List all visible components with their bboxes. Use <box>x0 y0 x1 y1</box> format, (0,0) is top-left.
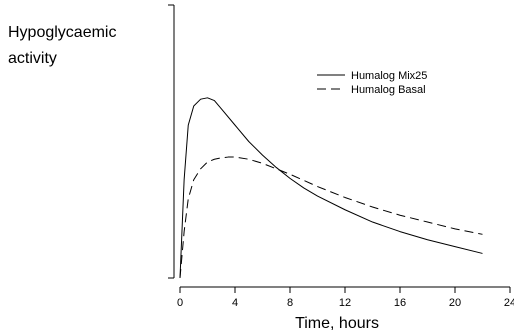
y-axis <box>168 4 175 279</box>
y-axis-label-line-1: Hypoglycaemic <box>8 24 116 41</box>
legend-label-mix25: Humalog Mix25 <box>351 70 427 82</box>
x-axis: 0 4 8 12 16 20 24 <box>177 286 514 309</box>
y-axis-label-line-2: activity <box>8 50 57 67</box>
x-tick-label: 0 <box>177 297 183 309</box>
y-axis-label: Hypoglycaemic activity <box>8 24 116 67</box>
x-tick-label: 16 <box>394 297 406 309</box>
x-tick-label: 8 <box>287 297 293 309</box>
x-tick-label: 12 <box>339 297 351 309</box>
series-line-basal <box>179 156 483 279</box>
legend-label-basal: Humalog Basal <box>351 84 426 96</box>
x-tick-label: 24 <box>504 297 514 309</box>
x-tick-label: 4 <box>232 297 238 309</box>
x-tick-label: 20 <box>449 297 461 309</box>
legend: Humalog Mix25 Humalog Basal <box>317 70 427 96</box>
series-line-mix25 <box>179 97 483 279</box>
x-axis-label: Time, hours <box>295 315 379 332</box>
